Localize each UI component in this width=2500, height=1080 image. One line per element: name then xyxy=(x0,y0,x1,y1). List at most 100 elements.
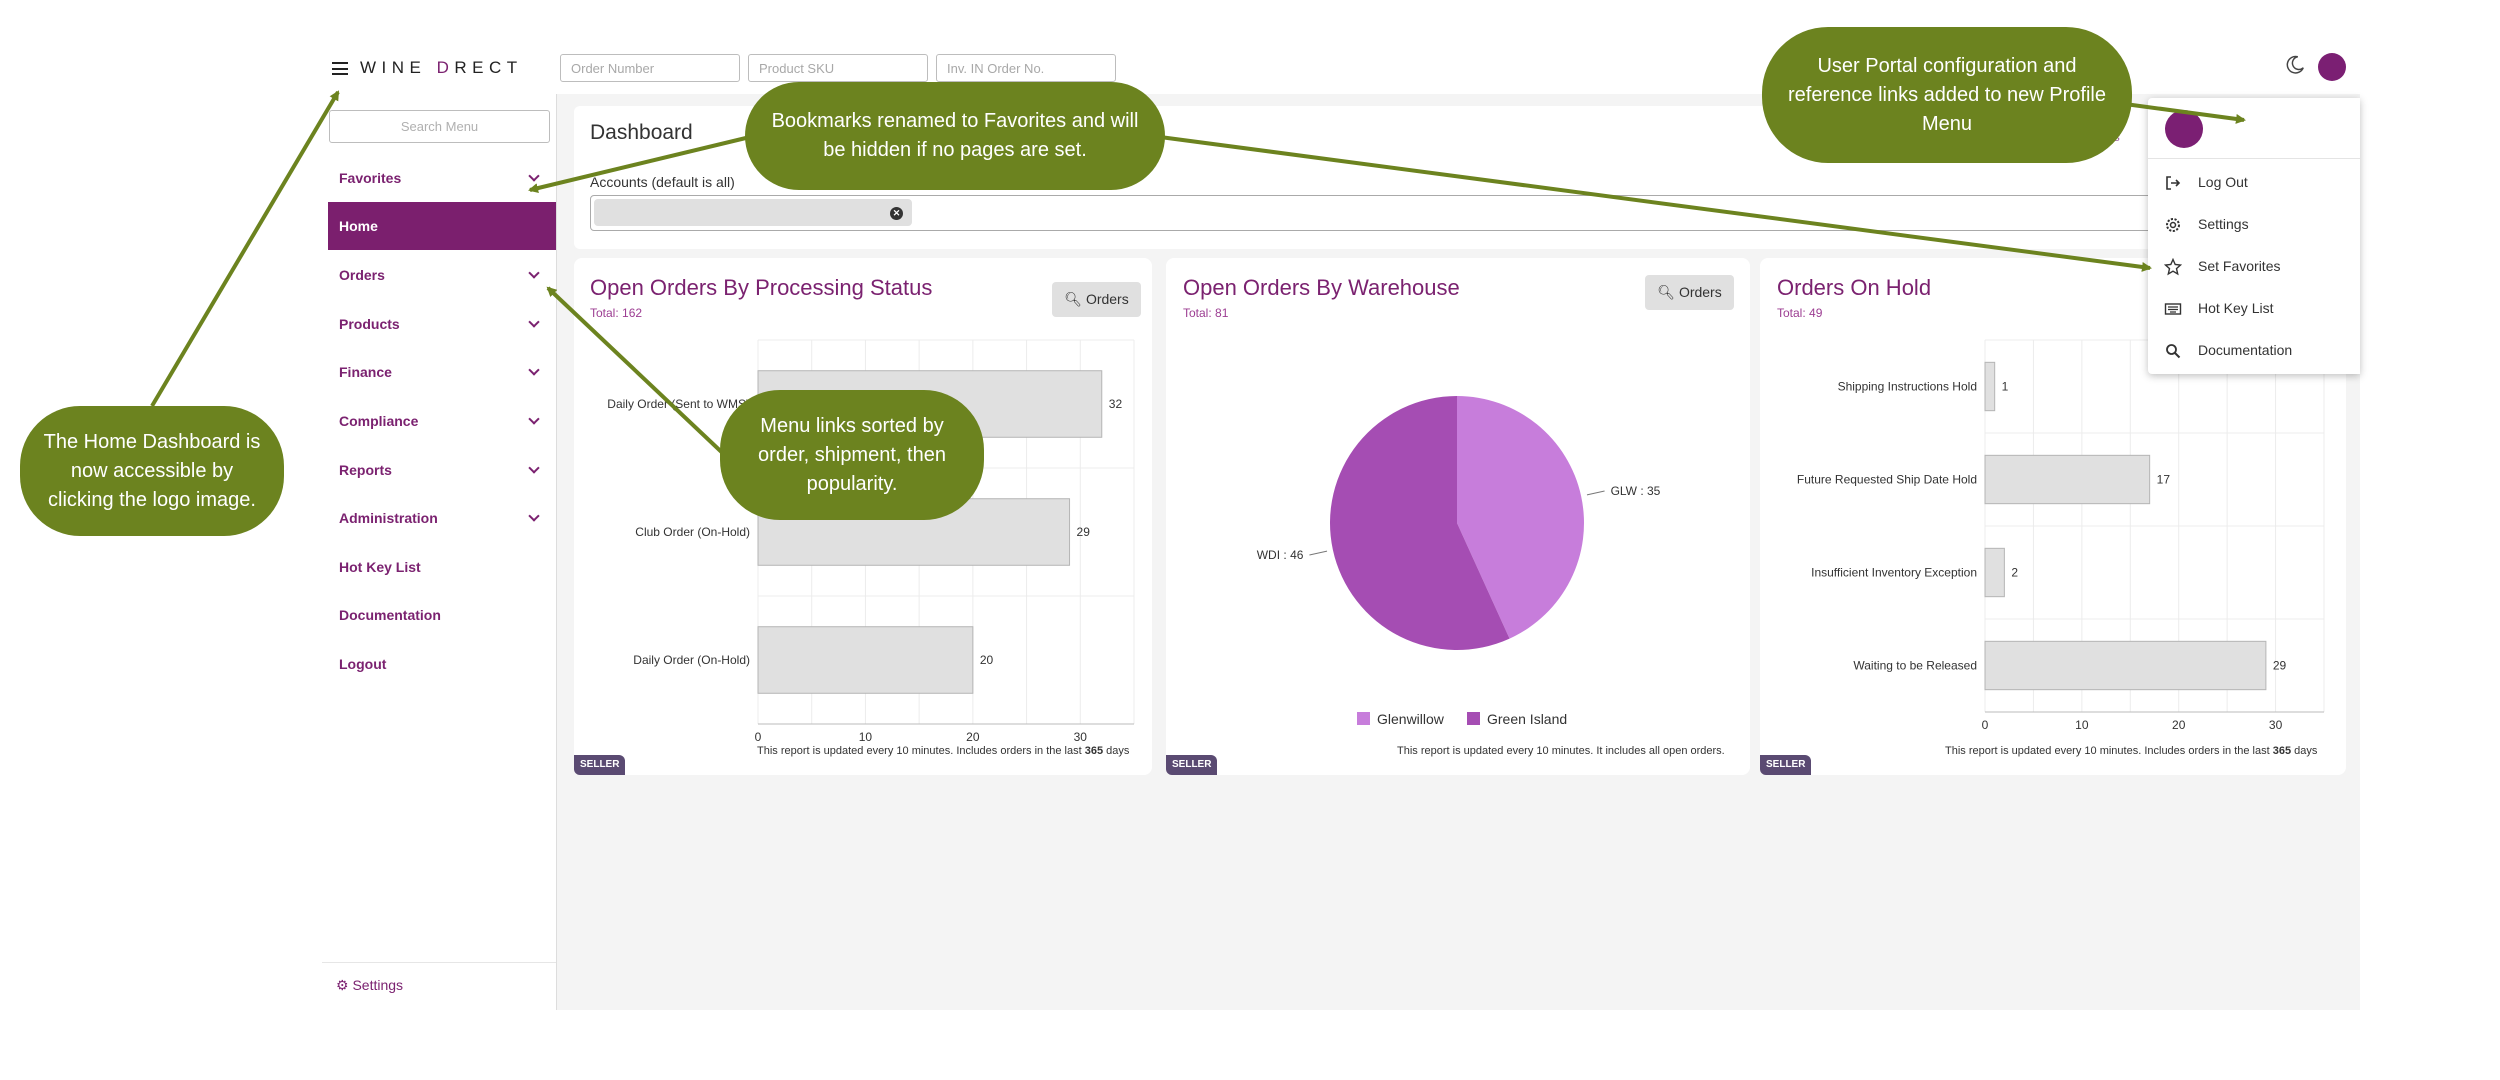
search-icon: 🔍︎ xyxy=(1657,284,1676,300)
sidebar-item-label: Products xyxy=(339,316,400,332)
legend-label: Green Island xyxy=(1487,711,1567,727)
chevron-down-icon xyxy=(528,462,540,474)
sidebar-item-compliance[interactable]: Compliance xyxy=(328,397,556,445)
chevron-down-icon xyxy=(528,364,540,376)
sidebar-item-products[interactable]: Products xyxy=(328,300,556,348)
chevron-down-icon xyxy=(528,170,540,182)
category-label: Club Order (On-Hold) xyxy=(635,525,750,539)
warehouse-pie-chart: GLW : 35 WDI : 46 Glenwillow Green Island xyxy=(1257,396,1661,727)
legend-label: Glenwillow xyxy=(1377,711,1445,727)
pie-slice xyxy=(1330,396,1510,650)
sidebar-item-documentation[interactable]: Documentation xyxy=(328,591,556,639)
sidebar-divider xyxy=(322,962,556,963)
accounts-label: Accounts (default is all) xyxy=(590,174,735,190)
sidebar-item-label: Reports xyxy=(339,462,392,478)
profile-menu-divider xyxy=(2148,158,2360,159)
sidebar-settings-link[interactable]: ⚙ Settings xyxy=(336,977,404,993)
sidebar-item-logout[interactable]: Logout xyxy=(328,640,556,688)
chevron-down-icon xyxy=(528,267,540,279)
data-label: 20 xyxy=(980,653,994,667)
legend-swatch xyxy=(1467,712,1480,725)
inv-in-order-input[interactable] xyxy=(936,54,1116,82)
tick-label: 0 xyxy=(1982,718,1989,732)
tick-label: 10 xyxy=(859,730,873,742)
data-label: 1 xyxy=(2002,380,2009,394)
data-label: 29 xyxy=(1077,525,1091,539)
widget-footnote: This report is updated every 10 minutes.… xyxy=(1397,745,1725,757)
category-label: Daily Order (Sent to WMS) xyxy=(607,397,750,411)
callout-favorites: Bookmarks renamed to Favorites and will … xyxy=(745,82,1165,190)
widget-total: Total: 81 xyxy=(1183,306,1229,320)
sidebar-item-label: Compliance xyxy=(339,413,419,429)
chevron-down-icon xyxy=(528,510,540,522)
chip-remove-icon[interactable]: ✕ xyxy=(890,207,903,220)
sidebar-item-label: Administration xyxy=(339,510,438,526)
chevron-down-icon xyxy=(528,316,540,328)
leader-line xyxy=(1586,490,1605,496)
legend-swatch xyxy=(1357,712,1370,725)
data-label: 32 xyxy=(1109,397,1123,411)
sidebar-item-home[interactable]: Home xyxy=(328,202,556,250)
winedirect-logo[interactable]: WINE DRECT xyxy=(360,58,523,77)
profile-menu-documentation[interactable]: Documentation xyxy=(2148,331,2360,369)
category-label: Daily Order (On-Hold) xyxy=(633,653,750,667)
page-title: Dashboard xyxy=(590,121,693,144)
sidebar-item-label: Orders xyxy=(339,267,385,283)
profile-menu-hot-key-list[interactable]: Hot Key List xyxy=(2148,289,2360,327)
profile-menu-log-out[interactable]: Log Out xyxy=(2148,163,2360,201)
seller-badge: SELLER xyxy=(1760,755,1812,775)
sidebar-item-label: Hot Key List xyxy=(339,559,421,575)
profile-avatar-button[interactable] xyxy=(2318,53,2346,81)
pie-slice xyxy=(1457,396,1584,639)
callout-logo: The Home Dashboard is now accessible by … xyxy=(20,406,284,536)
category-label: Shipping Instructions Hold xyxy=(1838,380,1977,394)
sidebar-item-orders[interactable]: Orders xyxy=(328,251,556,299)
sidebar-item-label: Favorites xyxy=(339,170,402,186)
logout-icon xyxy=(2166,176,2181,190)
chevron-down-icon xyxy=(528,413,540,425)
dark-mode-moon-icon[interactable] xyxy=(2284,54,2306,76)
sidebar-item-label: Finance xyxy=(339,364,392,380)
order-number-input[interactable] xyxy=(560,54,740,82)
bar xyxy=(1984,454,2151,505)
slice-label: GLW : 35 xyxy=(1611,484,1661,498)
sidebar-item-hot-key-list[interactable]: Hot Key List xyxy=(328,543,556,591)
profile-menu-set-favorites[interactable]: Set Favorites xyxy=(2148,247,2360,285)
sidebar-item-finance[interactable]: Finance xyxy=(328,348,556,396)
tick-label: 30 xyxy=(2269,718,2283,732)
search-menu-input[interactable] xyxy=(329,110,550,143)
tick-label: 10 xyxy=(2075,718,2089,732)
keyboard-icon xyxy=(2164,303,2182,315)
star-icon xyxy=(2164,258,2182,276)
sidebar-item-label: Logout xyxy=(339,656,387,672)
gear-icon xyxy=(2166,218,2180,232)
search-icon xyxy=(2166,344,2181,359)
orders-on-hold-chart: 1 Shipping Instructions Hold 17 Future Requ… xyxy=(1797,339,2325,732)
sidebar-item-label: Documentation xyxy=(339,607,441,623)
sidebar-item-reports[interactable]: Reports xyxy=(328,446,556,494)
sidebar-item-favorites[interactable]: Favorites xyxy=(328,154,556,202)
leader-line xyxy=(1309,550,1328,556)
widget-title: Open Orders By Warehouse xyxy=(1183,275,1460,300)
hamburger-menu-icon[interactable] xyxy=(332,62,348,75)
widget-total: Total: 49 xyxy=(1777,306,1823,320)
data-label: 17 xyxy=(2157,473,2171,487)
tick-label: 30 xyxy=(1074,730,1088,742)
tick-label: 20 xyxy=(2172,718,2186,732)
widget-total: Total: 162 xyxy=(590,306,643,320)
widget-footnote: This report is updated every 10 minutes.… xyxy=(757,745,1130,757)
category-label: Waiting to be Released xyxy=(1853,659,1977,673)
sidebar-item-administration[interactable]: Administration xyxy=(328,494,556,542)
data-label: 2 xyxy=(2011,566,2018,580)
tick-label: 20 xyxy=(966,730,980,742)
gear-icon: ⚙ xyxy=(336,977,349,993)
bar xyxy=(1984,547,2005,598)
arrow-to-logo xyxy=(150,90,340,408)
sidebar-item-label: Home xyxy=(339,218,378,234)
profile-menu-settings[interactable]: Settings xyxy=(2148,205,2360,243)
account-chip xyxy=(594,199,912,226)
product-sku-input[interactable] xyxy=(748,54,928,82)
data-label: 29 xyxy=(2273,659,2287,673)
orders-button[interactable]: 🔍︎ Orders xyxy=(1052,282,1141,317)
orders-button[interactable]: 🔍︎ Orders xyxy=(1645,275,1734,310)
